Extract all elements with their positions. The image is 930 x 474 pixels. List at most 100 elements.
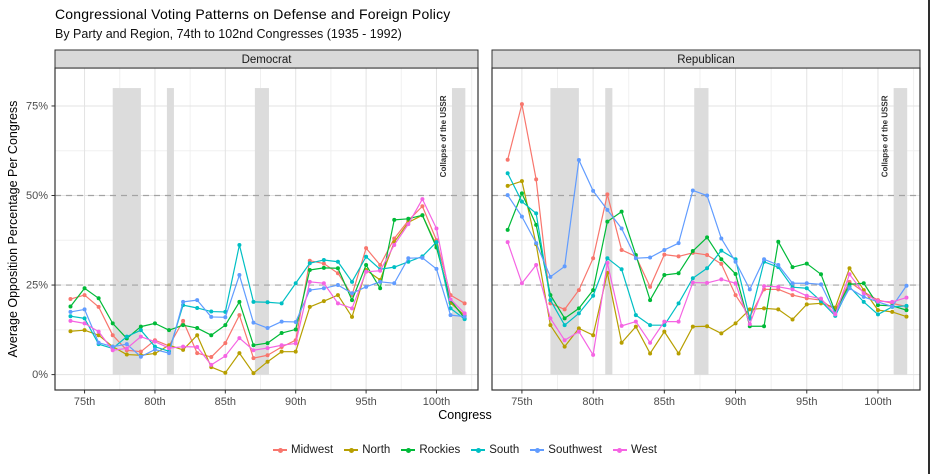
data-point-north xyxy=(265,359,270,364)
data-point-midwest xyxy=(462,301,467,306)
data-point-north xyxy=(335,293,340,298)
data-point-north xyxy=(68,329,73,334)
y-tick-label: 75% xyxy=(26,100,48,112)
data-point-north xyxy=(321,299,326,304)
data-point-southwest xyxy=(819,282,824,287)
data-point-south xyxy=(633,313,638,318)
data-point-north xyxy=(619,340,624,345)
legend-label: West xyxy=(630,444,657,456)
data-point-south xyxy=(321,257,326,262)
data-point-west xyxy=(733,281,738,286)
data-point-rockies xyxy=(776,239,781,244)
data-point-southwest xyxy=(662,247,667,252)
facet-label-democrat: Democrat xyxy=(242,54,293,66)
data-point-west xyxy=(548,316,553,321)
data-point-west xyxy=(462,311,467,316)
legend-item-rockies: Rockies xyxy=(401,444,460,456)
data-point-rockies xyxy=(804,261,809,266)
data-point-rockies xyxy=(861,281,866,286)
data-point-southwest xyxy=(705,193,710,198)
data-point-north xyxy=(562,344,567,349)
data-point-rockies xyxy=(790,265,795,270)
y-tick-label: 0% xyxy=(32,369,48,381)
data-point-midwest xyxy=(605,192,610,197)
data-point-rockies xyxy=(82,286,87,291)
facet-label-republican: Republican xyxy=(677,54,735,66)
data-point-southwest xyxy=(519,214,524,219)
facet-strip xyxy=(491,49,921,69)
data-point-south xyxy=(804,286,809,291)
data-point-west xyxy=(195,345,200,350)
data-point-midwest xyxy=(378,262,383,267)
data-point-south xyxy=(576,311,581,316)
data-point-southwest xyxy=(505,193,510,198)
data-point-southwest xyxy=(847,286,852,291)
data-point-southwest xyxy=(279,319,284,324)
x-tick-label: 85th xyxy=(215,396,236,408)
chart-title: Congressional Voting Patterns on Defense… xyxy=(55,6,451,22)
data-point-west xyxy=(790,287,795,292)
legend-label: Southwest xyxy=(548,444,602,456)
event-band xyxy=(254,88,269,375)
data-point-south xyxy=(138,328,143,333)
legend-label: South xyxy=(489,444,520,456)
data-point-west xyxy=(605,260,610,265)
data-point-midwest xyxy=(392,236,397,241)
event-band xyxy=(694,88,709,375)
data-point-north xyxy=(747,307,752,312)
data-point-rockies xyxy=(591,288,596,293)
data-point-southwest xyxy=(406,256,411,261)
x-tick-label: 75th xyxy=(511,396,532,408)
data-point-north xyxy=(223,370,228,375)
data-point-west xyxy=(890,299,895,304)
data-point-south xyxy=(904,303,909,308)
legend-item-west: West xyxy=(612,444,657,456)
data-point-rockies xyxy=(110,321,115,326)
data-point-north xyxy=(676,351,681,356)
data-point-rockies xyxy=(181,323,186,328)
data-point-southwest xyxy=(762,257,767,262)
x-tick-label: 90th xyxy=(285,396,306,408)
data-point-midwest xyxy=(562,307,567,312)
data-point-southwest xyxy=(350,291,355,296)
data-point-west xyxy=(747,322,752,327)
x-tick-label: 95th xyxy=(796,396,817,408)
data-point-west xyxy=(223,353,228,358)
data-point-west xyxy=(96,329,101,334)
data-point-southwest xyxy=(633,256,638,261)
data-point-south xyxy=(293,281,298,286)
data-point-west xyxy=(662,319,667,324)
data-point-north xyxy=(350,314,355,319)
data-point-rockies xyxy=(392,217,397,222)
data-point-west xyxy=(406,222,411,227)
data-point-west xyxy=(648,340,653,345)
data-point-midwest xyxy=(591,256,596,261)
data-point-south xyxy=(676,301,681,306)
data-point-southwest xyxy=(96,340,101,345)
data-point-southwest xyxy=(335,283,340,288)
data-point-south xyxy=(124,334,129,339)
event-band xyxy=(893,88,908,375)
data-point-southwest xyxy=(591,188,596,193)
data-point-west xyxy=(392,242,397,247)
data-point-north xyxy=(804,302,809,307)
data-point-southwest xyxy=(747,287,752,292)
legend-item-midwest: Midwest xyxy=(273,444,333,456)
data-point-west xyxy=(776,284,781,289)
data-point-north xyxy=(195,333,200,338)
data-point-north xyxy=(591,333,596,338)
data-point-midwest xyxy=(321,261,326,266)
data-point-rockies xyxy=(307,268,312,273)
data-point-rockies xyxy=(605,219,610,224)
data-point-midwest xyxy=(364,246,369,251)
data-point-west xyxy=(378,268,383,273)
data-point-rockies xyxy=(619,209,624,214)
data-point-midwest xyxy=(534,177,539,182)
data-point-north xyxy=(790,317,795,322)
data-point-south xyxy=(519,199,524,204)
data-point-rockies xyxy=(662,273,667,278)
data-point-south xyxy=(279,301,284,306)
data-point-southwest xyxy=(223,315,228,320)
data-point-southwest xyxy=(861,294,866,299)
data-point-north xyxy=(690,324,695,329)
